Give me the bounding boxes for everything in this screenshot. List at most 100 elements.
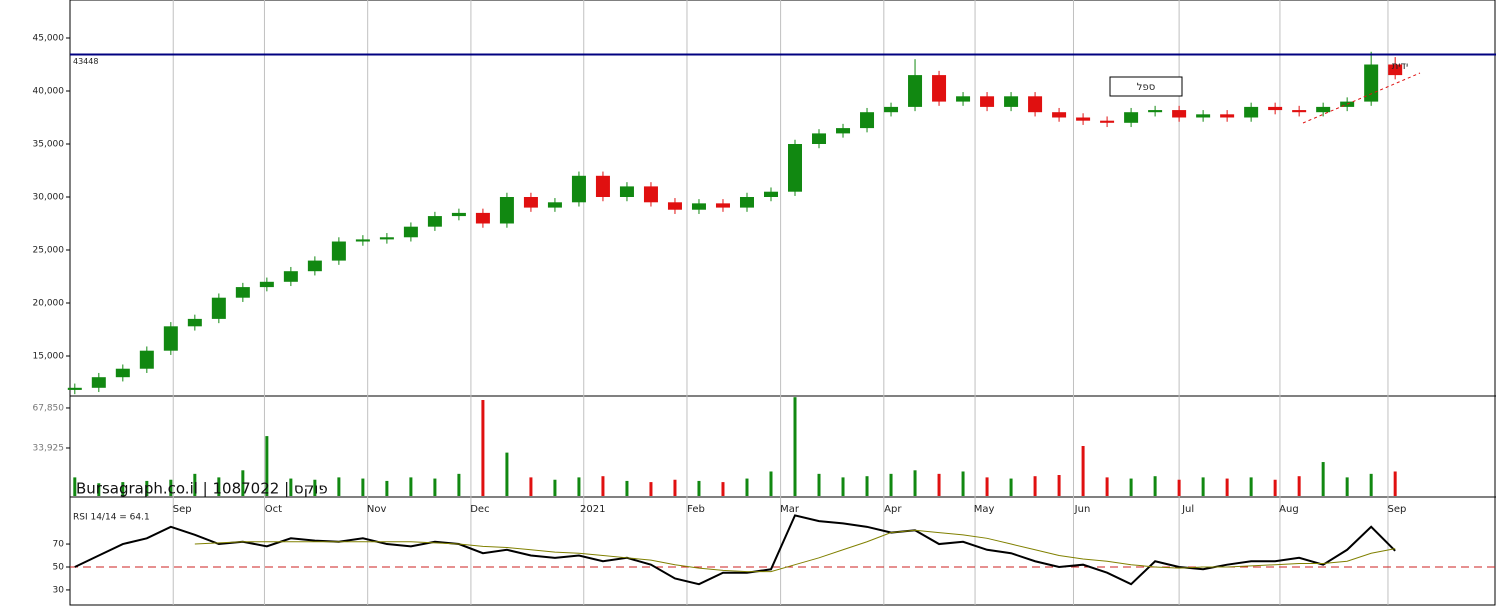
- volume-bar: [1345, 477, 1349, 496]
- volume-bar: [457, 473, 461, 496]
- candle-body: [1268, 106, 1283, 111]
- candle-body: [571, 175, 586, 203]
- candle-body: [1292, 110, 1307, 113]
- candle-body: [1196, 114, 1211, 118]
- y-tick-label: 67,850: [33, 403, 65, 413]
- candle-body: [427, 216, 442, 227]
- candle-body: [595, 175, 610, 197]
- x-tick-label: Mar: [780, 504, 800, 515]
- candle-body: [1052, 112, 1067, 118]
- rsi-line: [194, 529, 1396, 573]
- y-tick-label: 35,000: [33, 139, 65, 149]
- candle-body: [860, 112, 875, 129]
- volume-bar: [1081, 446, 1085, 496]
- x-tick-label: May: [974, 504, 995, 515]
- candle-body: [1388, 64, 1403, 76]
- x-tick-label: Aug: [1279, 504, 1299, 515]
- candle-body: [403, 226, 418, 238]
- volume-bar: [1273, 479, 1277, 496]
- volume-bar: [97, 483, 101, 496]
- volume-bar: [409, 477, 413, 496]
- candle-body: [283, 271, 298, 282]
- volume-bar: [1393, 471, 1397, 496]
- volume-bar: [361, 478, 365, 496]
- volume-bar: [673, 479, 677, 496]
- volume-bar: [1225, 478, 1229, 496]
- y-tick-label: 30,000: [33, 192, 65, 202]
- volume-bar: [1321, 462, 1325, 496]
- candle-body: [355, 239, 370, 242]
- resistance-label: 43448: [73, 57, 98, 66]
- candle-body: [715, 203, 730, 208]
- volume-bar: [889, 473, 893, 496]
- volume-bar: [769, 471, 773, 496]
- x-tick-label: Sep: [1388, 504, 1407, 515]
- candle-body: [451, 212, 466, 217]
- volume-bar: [745, 478, 749, 496]
- candle-body: [1028, 96, 1043, 113]
- volume-bar: [841, 477, 845, 496]
- volume-bar: [1201, 477, 1205, 496]
- y-tick-label: 33,925: [33, 443, 65, 453]
- x-tick-label: 2021: [580, 504, 605, 515]
- candle-body: [739, 196, 754, 208]
- candle-body: [956, 96, 971, 102]
- candle-body: [691, 203, 706, 210]
- volume-bar: [553, 479, 557, 496]
- candle-body: [884, 106, 899, 113]
- y-tick-label: 25,000: [33, 245, 65, 255]
- candle-body: [932, 75, 947, 102]
- volume-bar: [1129, 478, 1133, 496]
- volume-bar: [721, 482, 725, 496]
- candle-body: [499, 196, 514, 224]
- volume-bar: [313, 479, 317, 496]
- volume-bar: [1177, 479, 1181, 496]
- plot-frame: [69, 0, 1496, 606]
- volume-bar: [1153, 476, 1157, 496]
- x-tick-label: Apr: [884, 504, 902, 515]
- rsi-title: RSI 14/14 = 64.1: [73, 513, 150, 523]
- volume-bar: [1369, 473, 1373, 496]
- volume-bar: [961, 471, 965, 496]
- volume-bar: [1009, 478, 1013, 496]
- candle-body: [1004, 96, 1019, 107]
- candle-body: [908, 75, 923, 107]
- volume-bar: [337, 477, 341, 496]
- y-tick-label: 70: [53, 540, 65, 550]
- y-tick-label: 20,000: [33, 298, 65, 308]
- x-tick-label: Jun: [1074, 504, 1091, 515]
- candle-body: [331, 241, 346, 261]
- x-tick-label: Sep: [173, 504, 192, 515]
- volume-bar: [481, 400, 485, 496]
- volume-bar: [121, 482, 125, 496]
- candle-body: [259, 281, 274, 288]
- volume-bar: [505, 452, 509, 496]
- candle-body: [379, 237, 394, 240]
- candle-body: [1100, 120, 1115, 123]
- volume-bar: [865, 476, 869, 496]
- y-tick-label: 30: [53, 585, 65, 595]
- candle-body: [1124, 112, 1139, 123]
- candle-body: [1076, 117, 1091, 121]
- x-tick-label: Feb: [687, 504, 705, 515]
- volume-bar: [169, 479, 173, 496]
- candle-body: [667, 202, 682, 210]
- y-tick-label: 45,000: [33, 34, 65, 44]
- volume-bar: [1249, 477, 1253, 496]
- candle-body: [235, 287, 250, 298]
- candle-body: [187, 318, 202, 327]
- candle-body: [523, 196, 538, 208]
- volume-bar: [817, 473, 821, 496]
- volume-bar: [1057, 475, 1061, 496]
- candle-body: [139, 350, 154, 369]
- candle-body: [547, 202, 562, 208]
- candle-body: [763, 191, 778, 197]
- volume-bar: [145, 480, 149, 496]
- volume-bar: [985, 477, 989, 496]
- volume-bar: [217, 477, 221, 496]
- candle-body: [67, 387, 82, 390]
- candle-body: [1244, 106, 1259, 118]
- watermark: Bursagraph.co.il | 1087022 | פוקס: [76, 480, 328, 498]
- volume-bar: [265, 436, 269, 496]
